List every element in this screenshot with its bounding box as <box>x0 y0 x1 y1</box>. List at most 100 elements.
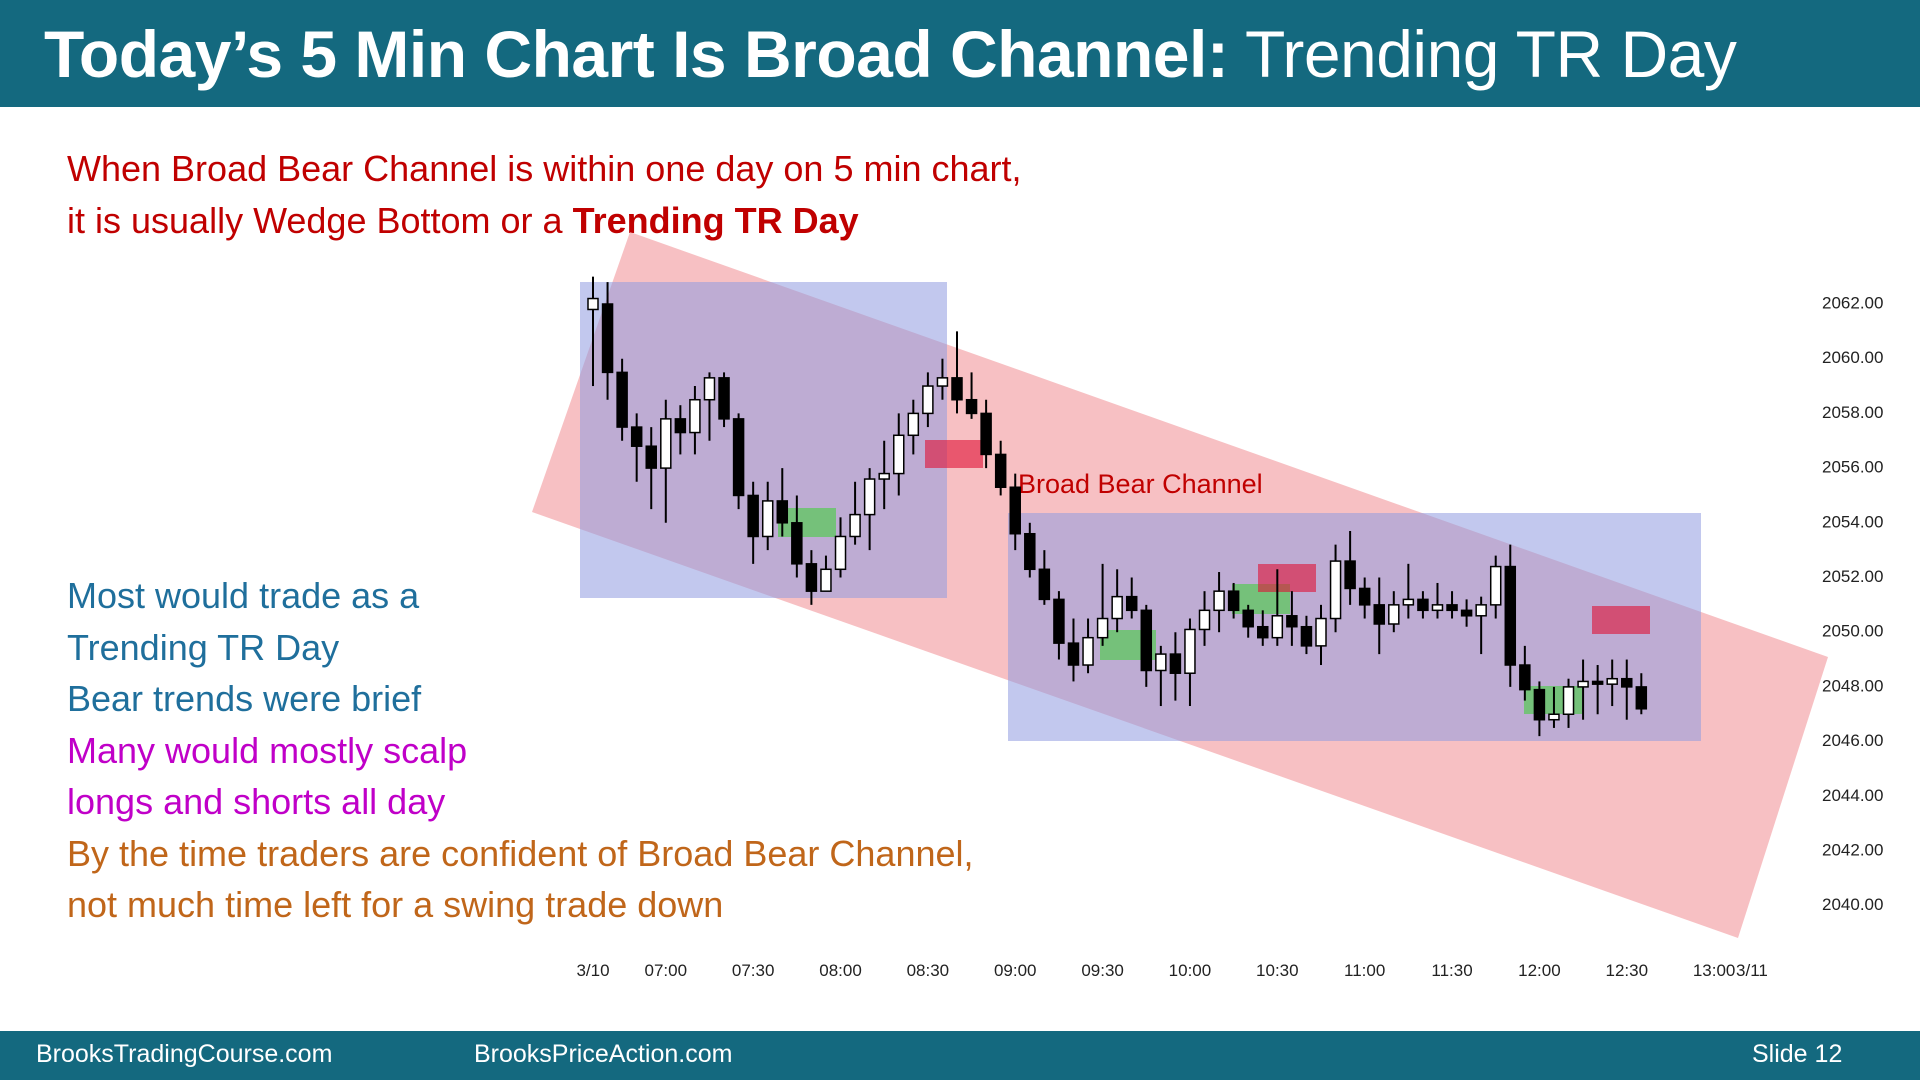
y-tick-label: 2058.00 <box>1822 403 1883 422</box>
candle-body <box>863 478 876 516</box>
candle-body <box>1140 609 1153 672</box>
candle-body <box>1300 625 1313 647</box>
footer-bar: BrooksTradingCourse.com BrooksPriceActio… <box>0 1031 1920 1080</box>
commentary-notes: Most would trade as a Trending TR Day Bear… <box>67 570 974 931</box>
candle-body <box>1213 590 1225 612</box>
candle-body <box>1227 590 1240 612</box>
candle-body <box>660 418 672 469</box>
candle-body <box>1096 617 1109 639</box>
candle-body <box>1125 595 1138 612</box>
candle-body <box>1548 713 1560 721</box>
candle-body <box>922 385 934 415</box>
x-tick-label: 08:30 <box>907 961 950 980</box>
candle-body <box>994 453 1007 488</box>
candle-body <box>1038 568 1051 601</box>
candle-body <box>1519 664 1531 691</box>
candle-body <box>936 377 949 387</box>
candle-body <box>1475 604 1487 617</box>
title-bar: Today’s 5 Min Chart Is Broad Channel: Tr… <box>0 0 1920 107</box>
candle-body <box>1242 609 1254 628</box>
y-tick-label: 2056.00 <box>1822 458 1883 477</box>
candle-body <box>1373 604 1385 625</box>
x-tick-label: 08:00 <box>819 961 862 980</box>
x-tick-label: 07:00 <box>645 961 688 980</box>
slide-number: Slide 12 <box>1752 1040 1843 1068</box>
intro-line-2: it is usually Wedge Bottom or a Trending… <box>67 195 1022 247</box>
y-tick-label: 2060.00 <box>1822 348 1883 367</box>
x-tick-label: 11:00 <box>1344 961 1385 980</box>
y-tick-label: 2062.00 <box>1822 293 1883 312</box>
candle-body <box>645 445 657 469</box>
intro-line-2-bold: Trending TR Day <box>572 200 859 241</box>
candle-body <box>1111 595 1123 620</box>
candle-body <box>834 535 847 571</box>
candle-body <box>1358 587 1371 606</box>
candlesticks <box>587 276 1648 737</box>
candle-body <box>849 513 861 538</box>
note-line: Most would trade as a <box>67 575 420 616</box>
x-tick-label: 13:00 <box>1693 961 1736 980</box>
candle-body <box>1606 677 1618 685</box>
note-line: Trending TR Day <box>67 626 340 668</box>
candle-body <box>1533 688 1546 721</box>
x-tick-label: 3/11 <box>1736 961 1768 980</box>
x-tick-label: 12:00 <box>1518 961 1561 980</box>
candle-body <box>1388 604 1400 625</box>
candle-body <box>630 426 643 447</box>
note-line: By the time traders are confident of Bro… <box>67 832 974 874</box>
intro-text: When Broad Bear Channel is within one da… <box>67 143 1022 247</box>
y-tick-label: 2046.00 <box>1822 731 1883 750</box>
candle-body <box>1082 636 1094 666</box>
y-tick-label: 2052.00 <box>1822 567 1883 586</box>
intro-line-2-prefix: it is usually Wedge Bottom or a <box>67 200 573 241</box>
x-tick-label: 3/10 <box>576 961 609 980</box>
y-tick-label: 2044.00 <box>1822 786 1883 805</box>
candle-body <box>1155 653 1167 672</box>
candle-body <box>1184 628 1196 674</box>
y-tick-label: 2054.00 <box>1822 512 1883 531</box>
candle-body <box>1577 680 1589 688</box>
candle-body <box>1591 680 1604 685</box>
candle-body <box>805 563 818 592</box>
candle-body <box>1067 642 1080 666</box>
trading-range-box-late <box>1008 513 1701 741</box>
x-tick-label: 07:30 <box>732 961 775 980</box>
candle-body <box>1169 653 1182 674</box>
channel-label: Broad Bear Channel <box>1018 469 1263 499</box>
candle-body <box>776 500 789 524</box>
y-tick-label: 2040.00 <box>1822 895 1883 914</box>
slide-title-regular: Trending TR Day <box>1228 17 1737 91</box>
candle-body <box>1286 615 1298 628</box>
candle-body <box>1446 604 1458 612</box>
candle-body <box>718 377 730 420</box>
candle-body <box>1315 617 1327 647</box>
chart-axes: 2062.00 2060.00 2058.00 2056.00 2054.00 2052.… <box>576 293 1883 980</box>
candle-body <box>951 377 963 401</box>
y-tick-label: 2042.00 <box>1822 840 1883 859</box>
candle-body <box>1402 598 1415 606</box>
candle-body <box>878 472 890 480</box>
slide-title: Today’s 5 Min Chart Is Broad Channel: Tr… <box>44 16 1737 92</box>
chart-overlays: Broad Bear Channel <box>532 232 1828 938</box>
candle-body <box>907 412 920 437</box>
x-tick-label: 10:00 <box>1169 961 1212 980</box>
candle-body <box>1562 686 1575 716</box>
candle-body <box>1024 532 1036 571</box>
candle-body <box>1329 560 1342 620</box>
candle-body <box>893 434 905 475</box>
candle-body <box>689 398 701 434</box>
sell-signal-box <box>1592 606 1650 634</box>
candle-body <box>674 418 687 434</box>
candle-body <box>616 371 628 428</box>
sell-signal-box <box>1258 564 1316 592</box>
candle-body <box>820 568 832 592</box>
candle-body <box>980 412 992 456</box>
note-line: Bear trends were brief <box>67 678 422 719</box>
candle-body <box>1417 598 1429 612</box>
candle-body <box>1344 560 1356 590</box>
x-tick-label: 12:30 <box>1605 961 1648 980</box>
candle-body <box>587 297 599 311</box>
candle-body <box>1009 486 1021 535</box>
y-tick-label: 2048.00 <box>1822 676 1883 695</box>
candle-body <box>1271 615 1284 639</box>
